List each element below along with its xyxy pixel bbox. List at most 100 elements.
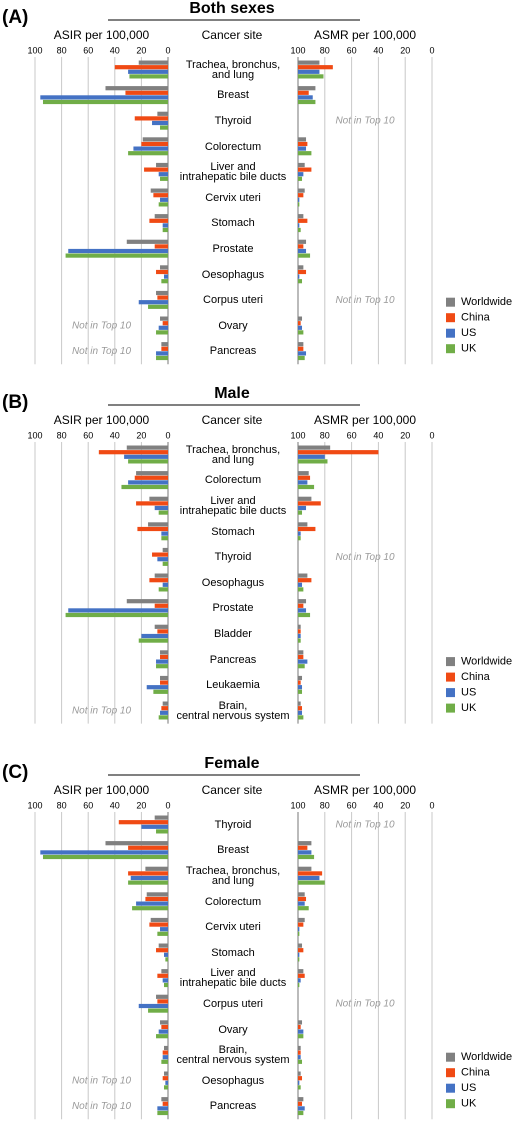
- x-tick-label: 80: [57, 45, 67, 55]
- bar: [148, 522, 168, 527]
- bar: [298, 69, 320, 74]
- bar: [298, 931, 300, 936]
- bar: [128, 480, 168, 485]
- bar: [153, 689, 168, 694]
- bar: [162, 1101, 168, 1106]
- bar: [138, 300, 168, 305]
- x-tick-label: 20: [136, 45, 146, 55]
- x-tick-label: 0: [429, 45, 434, 55]
- axis-label: ASMR per 100,000: [314, 28, 416, 42]
- bar: [152, 552, 168, 557]
- bar: [128, 871, 168, 876]
- bar: [298, 1110, 304, 1116]
- bar: [160, 125, 168, 130]
- bar: [298, 536, 301, 541]
- bar: [165, 957, 168, 962]
- bar: [158, 1029, 168, 1034]
- bar: [130, 875, 168, 881]
- bar: [298, 531, 301, 536]
- bar: [128, 845, 168, 850]
- bar: [126, 239, 168, 244]
- bar: [298, 445, 331, 450]
- center-label: Cancer site: [202, 28, 263, 42]
- bar: [156, 829, 168, 834]
- x-tick-label: 20: [400, 430, 410, 440]
- bar: [298, 193, 304, 198]
- legend-swatch: [446, 1083, 455, 1093]
- bar: [157, 973, 168, 978]
- note: Not in Top 10: [72, 320, 132, 331]
- bar: [298, 450, 379, 455]
- bar: [156, 269, 168, 275]
- bar: [128, 151, 168, 156]
- bar: [298, 927, 300, 932]
- category-label: Leukaemia: [206, 679, 260, 692]
- bar: [298, 685, 303, 690]
- bar: [125, 90, 168, 95]
- bar: [141, 633, 168, 639]
- bar: [148, 304, 168, 309]
- bar: [136, 501, 168, 506]
- bar: [164, 1085, 168, 1090]
- bar: [298, 141, 308, 147]
- bar: [98, 450, 168, 455]
- bar: [145, 896, 168, 902]
- note: Not in Top 10: [72, 1101, 132, 1112]
- bar: [138, 638, 168, 643]
- bar: [154, 244, 168, 249]
- bar: [164, 982, 168, 988]
- bar: [160, 650, 168, 655]
- bar: [114, 65, 168, 70]
- x-tick-label: 20: [136, 800, 146, 810]
- x-tick-label: 60: [347, 430, 357, 440]
- bar: [158, 325, 168, 330]
- legend-label: US: [461, 327, 476, 339]
- bar: [124, 454, 168, 459]
- x-tick-label: 0: [429, 430, 434, 440]
- bar: [298, 176, 303, 181]
- bar: [158, 587, 168, 592]
- x-tick-label: 60: [83, 45, 93, 55]
- bar: [298, 239, 307, 244]
- x-tick-label: 40: [110, 430, 120, 440]
- panel-label: (A): [2, 7, 28, 28]
- bar: [161, 346, 168, 351]
- bar: [298, 342, 304, 347]
- bar: [160, 316, 168, 321]
- bar: [298, 638, 301, 643]
- bar: [126, 445, 168, 450]
- category-label: Trachea, bronchus, and lung: [185, 443, 281, 466]
- bar: [298, 650, 304, 655]
- note: Not in Top 10: [335, 819, 395, 830]
- category-label: Colorectum: [204, 140, 262, 153]
- bar: [298, 896, 307, 902]
- bar: [298, 86, 316, 91]
- bar: [156, 659, 168, 664]
- x-tick-label: 40: [110, 800, 120, 810]
- bar: [298, 475, 311, 480]
- category-label: Oesophagus: [201, 268, 265, 281]
- panel-title: Male: [214, 385, 250, 402]
- bar: [298, 845, 308, 850]
- bar: [146, 685, 168, 690]
- x-tick-label: 0: [165, 430, 170, 440]
- bar: [156, 290, 168, 296]
- bar: [298, 99, 316, 105]
- category-label: Oesophagus: [201, 576, 265, 589]
- bar: [132, 906, 168, 911]
- legend-swatch: [446, 1068, 455, 1078]
- panel-label: (B): [2, 392, 28, 413]
- bar: [160, 680, 168, 685]
- panel-label: (C): [2, 762, 28, 783]
- bar: [298, 871, 323, 876]
- x-tick-label: 20: [400, 45, 410, 55]
- legend-label: Worldwide: [461, 296, 512, 308]
- bar: [144, 167, 168, 172]
- bar: [298, 146, 307, 151]
- x-tick-label: 60: [347, 45, 357, 55]
- bar: [298, 346, 304, 351]
- bar: [298, 922, 304, 927]
- bar: [157, 557, 168, 562]
- legend-swatch: [446, 657, 455, 667]
